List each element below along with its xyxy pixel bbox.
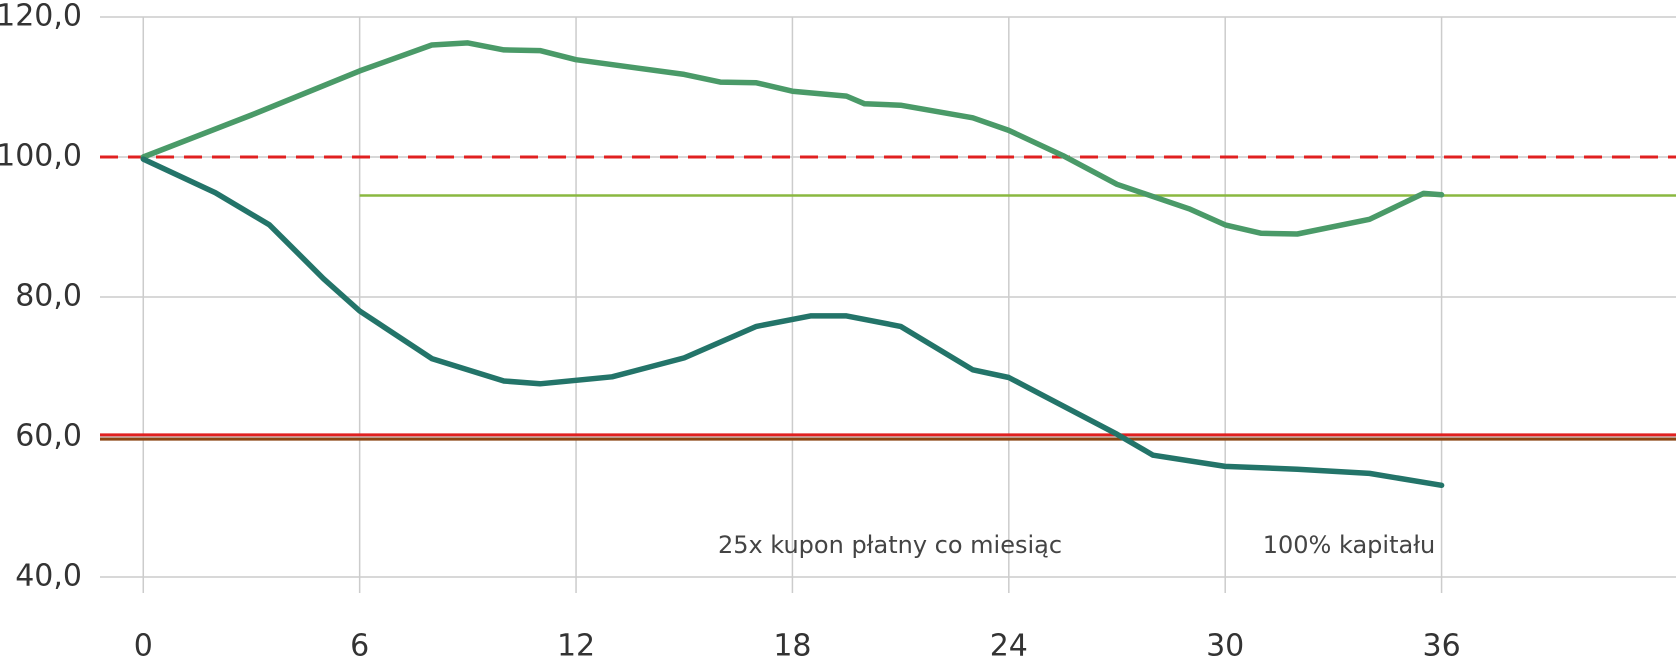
y-tick-label: 120,0 — [0, 0, 82, 34]
series-line — [140, 40, 1445, 237]
x-tick-label: 0 — [134, 629, 153, 659]
x-tick-label: 36 — [1422, 629, 1460, 659]
y-tick-label: 80,0 — [15, 279, 82, 314]
x-tick-label: 18 — [773, 629, 811, 659]
x-tick-label: 12 — [557, 629, 595, 659]
y-tick-label: 60,0 — [15, 419, 82, 454]
series-line — [140, 156, 1445, 489]
y-tick-label: 100,0 — [0, 139, 82, 174]
x-tick-label: 6 — [350, 629, 369, 659]
x-tick-label: 30 — [1206, 629, 1244, 659]
y-tick-label: 40,0 — [15, 559, 82, 594]
annotation: 100% kapitału — [1263, 531, 1435, 559]
annotation: 25x kupon płatny co miesiąc — [718, 531, 1062, 559]
x-tick-label: 24 — [990, 629, 1028, 659]
